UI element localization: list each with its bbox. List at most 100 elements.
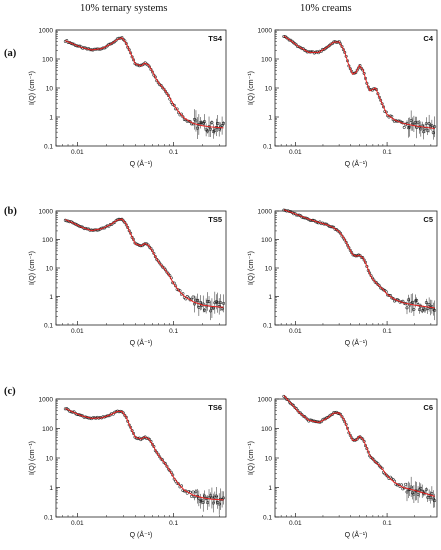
row-label-c: (c) bbox=[4, 386, 16, 397]
data-point bbox=[95, 415, 99, 419]
data-point bbox=[165, 270, 169, 274]
y-tick-label: 100 bbox=[42, 237, 53, 244]
data-point bbox=[123, 221, 127, 224]
x-axis-label: Q (Å⁻¹) bbox=[130, 159, 153, 168]
row-label-a: (a) bbox=[4, 48, 17, 59]
x-axis-label: Q (Å⁻¹) bbox=[130, 530, 153, 539]
y-axis-label: I(Q) (cm⁻¹) bbox=[29, 251, 36, 285]
data-point bbox=[305, 417, 309, 421]
x-axis-label: Q (Å⁻¹) bbox=[345, 159, 368, 168]
data-point bbox=[386, 474, 390, 478]
y-tick-label: 0.1 bbox=[263, 144, 272, 151]
x-tick-label: 0.1 bbox=[169, 328, 178, 335]
panel-label: C5 bbox=[423, 215, 433, 224]
data-point bbox=[162, 266, 166, 270]
y-tick-label: 1 bbox=[268, 115, 272, 122]
panel-label: TS5 bbox=[208, 215, 222, 224]
x-axis-label: Q (Å⁻¹) bbox=[345, 530, 368, 539]
panel-label: C6 bbox=[423, 403, 433, 412]
panel-label: TS4 bbox=[208, 34, 223, 43]
data-point bbox=[123, 413, 127, 417]
y-tick-label: 1000 bbox=[39, 397, 54, 404]
column-title-ternary: 10% ternary systems bbox=[80, 3, 168, 14]
y-tick-label: 1000 bbox=[39, 28, 54, 35]
data-point bbox=[191, 295, 195, 299]
x-tick-label: 0.1 bbox=[383, 520, 392, 527]
y-axis-label: I(Q) (cm⁻¹) bbox=[248, 251, 255, 285]
data-point bbox=[121, 219, 125, 223]
y-axis-label: I(Q) (cm⁻¹) bbox=[29, 71, 36, 105]
y-tick-label: 100 bbox=[261, 426, 272, 433]
panel-c6: 0.1 1 10 100 1000 0.01 0.1 Q (Å⁻¹) I(Q) (cm⁻¹) C6 bbox=[248, 394, 438, 539]
data-point bbox=[294, 43, 298, 47]
data-point bbox=[310, 50, 314, 54]
x-tick-label: 0.1 bbox=[169, 149, 178, 156]
x-tick-label: 0.1 bbox=[383, 149, 392, 156]
data-point bbox=[329, 413, 333, 417]
fit-line bbox=[65, 407, 224, 501]
data-point bbox=[340, 415, 344, 419]
x-tick-label: 0.1 bbox=[383, 328, 392, 335]
data-point bbox=[387, 293, 391, 297]
data-point bbox=[165, 464, 169, 468]
data-point bbox=[297, 410, 301, 414]
y-tick-label: 0.1 bbox=[44, 323, 53, 330]
data-point bbox=[111, 40, 115, 44]
y-tick-label: 100 bbox=[42, 57, 53, 64]
x-tick-label: 0.01 bbox=[71, 149, 84, 156]
x-tick-label: 0.01 bbox=[289, 149, 302, 156]
y-tick-label: 0.1 bbox=[263, 515, 272, 522]
y-tick-label: 100 bbox=[261, 57, 272, 64]
data-point bbox=[352, 71, 356, 75]
y-tick-label: 1000 bbox=[258, 28, 273, 35]
data-point bbox=[155, 450, 159, 454]
data-point bbox=[191, 490, 195, 494]
y-tick-label: 10 bbox=[46, 86, 54, 93]
data-point bbox=[166, 93, 170, 97]
data-point bbox=[124, 42, 128, 46]
data-point bbox=[164, 89, 167, 93]
y-tick-label: 1 bbox=[268, 294, 272, 301]
data-point bbox=[177, 482, 181, 486]
data-point bbox=[190, 494, 194, 498]
y-tick-label: 10 bbox=[265, 266, 273, 273]
x-tick-label: 0.1 bbox=[169, 520, 178, 527]
x-tick-label: 0.01 bbox=[289, 520, 302, 527]
data-point bbox=[159, 457, 163, 461]
data-point bbox=[184, 489, 188, 493]
y-tick-label: 1000 bbox=[258, 397, 273, 404]
panel-label: TS6 bbox=[208, 403, 222, 412]
data-point bbox=[329, 42, 333, 46]
data-point bbox=[402, 125, 406, 129]
data-point bbox=[181, 115, 185, 119]
data-point bbox=[359, 66, 363, 70]
panel-c5: 0.1 1 10 100 1000 0.01 0.1 Q (Å⁻¹) I(Q) (cm⁻¹) C5 bbox=[248, 209, 438, 347]
data-point bbox=[165, 92, 169, 95]
data-point bbox=[111, 221, 115, 225]
data-point bbox=[162, 87, 166, 91]
y-tick-label: 1 bbox=[268, 485, 272, 492]
panel-c4: 0.1 1 10 100 1000 0.01 0.1 Q (Å⁻¹) I(Q) (cm⁻¹) C4 bbox=[248, 28, 438, 168]
fit-line bbox=[283, 209, 435, 309]
y-tick-label: 10 bbox=[265, 86, 273, 93]
x-axis-label: Q (Å⁻¹) bbox=[130, 338, 153, 347]
data-point bbox=[301, 414, 305, 418]
y-tick-label: 1 bbox=[49, 485, 53, 492]
data-point bbox=[142, 242, 146, 246]
y-tick-label: 100 bbox=[42, 426, 53, 433]
data-point bbox=[101, 46, 105, 50]
data-point bbox=[188, 298, 192, 302]
y-tick-label: 10 bbox=[46, 456, 54, 463]
data-point bbox=[391, 297, 395, 300]
data-point bbox=[361, 256, 365, 260]
data-point bbox=[114, 38, 118, 42]
data-point bbox=[177, 288, 181, 292]
data-point bbox=[339, 231, 343, 235]
data-point bbox=[159, 84, 163, 88]
y-tick-label: 100 bbox=[261, 237, 272, 244]
data-point bbox=[361, 68, 365, 72]
y-tick-label: 1000 bbox=[39, 209, 54, 216]
column-title-creams: 10% creams bbox=[300, 3, 352, 14]
